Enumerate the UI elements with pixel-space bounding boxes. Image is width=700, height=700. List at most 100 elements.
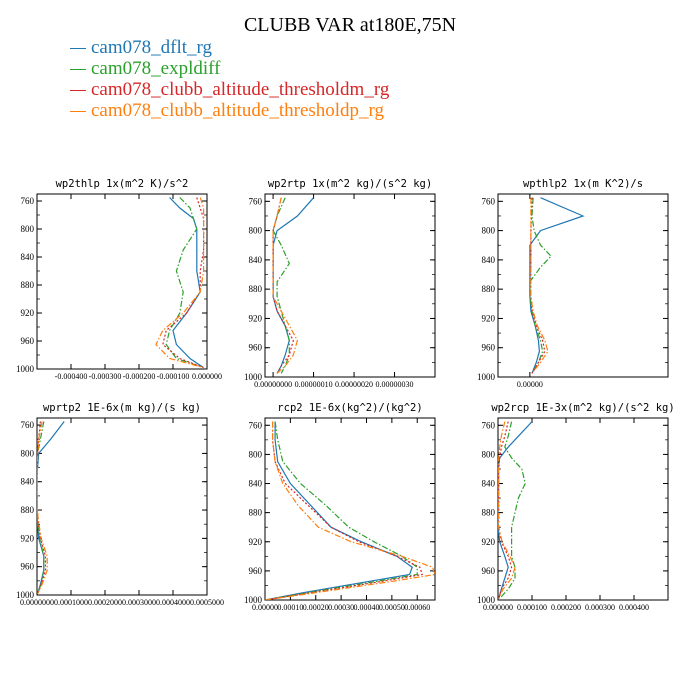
legend-swatch-2: [70, 69, 86, 71]
x-tick-label: 0.00010: [277, 603, 303, 612]
y-tick-label: 960: [21, 336, 35, 346]
x-tick-label: -0.000300: [89, 372, 122, 381]
panel-title: wp2rcp 1E-3x(m^2 kg)/(s^2 kg): [491, 402, 674, 414]
y-tick-label: 1000: [16, 590, 35, 600]
y-tick-label: 880: [21, 280, 35, 290]
legend-swatch-3: [70, 90, 86, 92]
legend-item-2: cam078_expldiff: [70, 58, 389, 79]
x-tick-label: 0.00060: [404, 603, 430, 612]
legend-swatch-4: [70, 111, 86, 113]
y-tick-label: 880: [249, 508, 263, 518]
y-tick-label: 920: [482, 313, 496, 323]
y-tick-label: 920: [21, 308, 35, 318]
y-tick-label: 1000: [244, 595, 263, 605]
y-tick-label: 960: [21, 562, 35, 572]
x-tick-label: 0.00000: [252, 603, 278, 612]
panel-frame: [497, 417, 669, 601]
series-line-3: [162, 197, 205, 369]
x-tick-label: 0.0005000: [190, 598, 224, 607]
panel-2: wp2rtp 1x(m^2 kg)/(s^2 kg) 760 800 840 880 92…: [244, 178, 436, 389]
x-tick-label: 0.00000030: [376, 380, 414, 389]
y-tick-label: 840: [249, 479, 263, 489]
y-tick-label: 880: [482, 284, 496, 294]
panel-frame: [264, 417, 436, 601]
x-tick-label: 0.0001000: [54, 598, 88, 607]
y-tick-label: 840: [249, 255, 263, 265]
y-tick-label: 880: [249, 284, 263, 294]
legend-label-4: cam078_clubb_altitude_thresholdp_rg: [91, 100, 385, 121]
series-line-4: [265, 421, 435, 600]
x-tick-label: 0.000300: [585, 603, 615, 612]
y-tick-label: 960: [249, 343, 263, 353]
x-tick-label: 0.00000010: [295, 380, 333, 389]
y-tick-label: 840: [21, 252, 35, 262]
x-tick-label: 0.000100: [517, 603, 547, 612]
y-tick-label: 960: [249, 566, 263, 576]
x-tick-label: 0.0000000: [20, 598, 54, 607]
series-line-4: [272, 197, 299, 374]
series-line-1: [498, 421, 533, 599]
panel-5: rcp2 1E-6x(kg^2)/(kg^2) 760 800 840 880 920 96…: [244, 402, 436, 612]
y-tick-label: 920: [249, 313, 263, 323]
panel-frame: [36, 193, 208, 370]
y-tick-label: 1000: [16, 364, 35, 374]
y-tick-label: 800: [482, 226, 496, 236]
y-tick-label: 960: [482, 343, 496, 353]
x-tick-label: 0.0002000: [88, 598, 122, 607]
y-tick-label: 840: [21, 477, 35, 487]
x-tick-label: 0.00000000: [254, 380, 292, 389]
x-tick-label: -0.000400: [55, 372, 88, 381]
y-tick-label: 760: [21, 420, 35, 430]
x-tick-label: 0.00050: [379, 603, 405, 612]
panel-title: wp2rtp 1x(m^2 kg)/(s^2 kg): [268, 178, 432, 190]
legend-label-3: cam078_clubb_altitude_thresholdm_rg: [91, 79, 390, 100]
x-tick-label: 0.000200: [551, 603, 581, 612]
y-tick-label: 880: [21, 505, 35, 515]
panel-frame: [264, 193, 436, 378]
y-tick-label: 920: [249, 537, 263, 547]
y-tick-label: 960: [482, 566, 496, 576]
series-line-3: [272, 197, 294, 374]
series-line-3: [498, 421, 513, 599]
legend-label-1: cam078_dflt_rg: [91, 37, 213, 58]
series-line-2: [165, 197, 204, 369]
series-line-1: [265, 421, 413, 600]
panel-1: wp2thlp 1x(m^2 K)/s^2 760 800 840 880 920 960 1…: [16, 178, 222, 381]
x-tick-label: 0.00020: [303, 603, 329, 612]
y-tick-label: 760: [249, 196, 263, 206]
x-tick-label: 0.000400: [619, 603, 649, 612]
y-tick-label: 760: [482, 420, 496, 430]
panel-title: wprtp2 1E-6x(m kg)/(s kg): [43, 402, 201, 414]
x-tick-label: 0.0004000: [156, 598, 190, 607]
x-tick-label: 0.00000: [517, 380, 543, 389]
panel-title: wpthlp2 1x(m K^2)/s: [523, 178, 643, 190]
x-tick-label: 0.00000020: [335, 380, 373, 389]
legend-item-3: cam078_clubb_altitude_thresholdm_rg: [70, 79, 389, 100]
y-tick-label: 800: [482, 449, 496, 459]
panel-frame: [36, 417, 208, 596]
panel-6: wp2rcp 1E-3x(m^2 kg)/(s^2 kg) 760 800 840 88…: [477, 402, 675, 612]
x-tick-label: 0.000000: [483, 603, 513, 612]
legend: cam078_dflt_rg cam078_expldiff cam078_cl…: [70, 37, 389, 121]
panel-frame: [497, 193, 669, 378]
x-tick-label: 0.0003000: [122, 598, 156, 607]
series-line-1: [272, 197, 315, 374]
y-tick-label: 920: [482, 537, 496, 547]
x-tick-label: 0.000000: [192, 372, 222, 381]
x-tick-label: 0.00030: [328, 603, 354, 612]
y-tick-label: 800: [249, 226, 263, 236]
y-tick-label: 1000: [477, 595, 496, 605]
series-line-2: [529, 197, 552, 374]
y-tick-label: 840: [482, 479, 496, 489]
y-tick-label: 760: [482, 196, 496, 206]
legend-swatch-1: [70, 48, 86, 50]
y-tick-label: 1000: [244, 372, 263, 382]
y-tick-label: 1000: [477, 372, 496, 382]
panel-title: wp2thlp 1x(m^2 K)/s^2: [56, 178, 189, 190]
x-tick-label: -0.000200: [123, 372, 156, 381]
panel-4: wprtp2 1E-6x(m kg)/(s kg) 760 800 840 880 920…: [16, 402, 224, 607]
panel-title: rcp2 1E-6x(kg^2)/(kg^2): [277, 402, 422, 414]
y-tick-label: 800: [21, 224, 35, 234]
